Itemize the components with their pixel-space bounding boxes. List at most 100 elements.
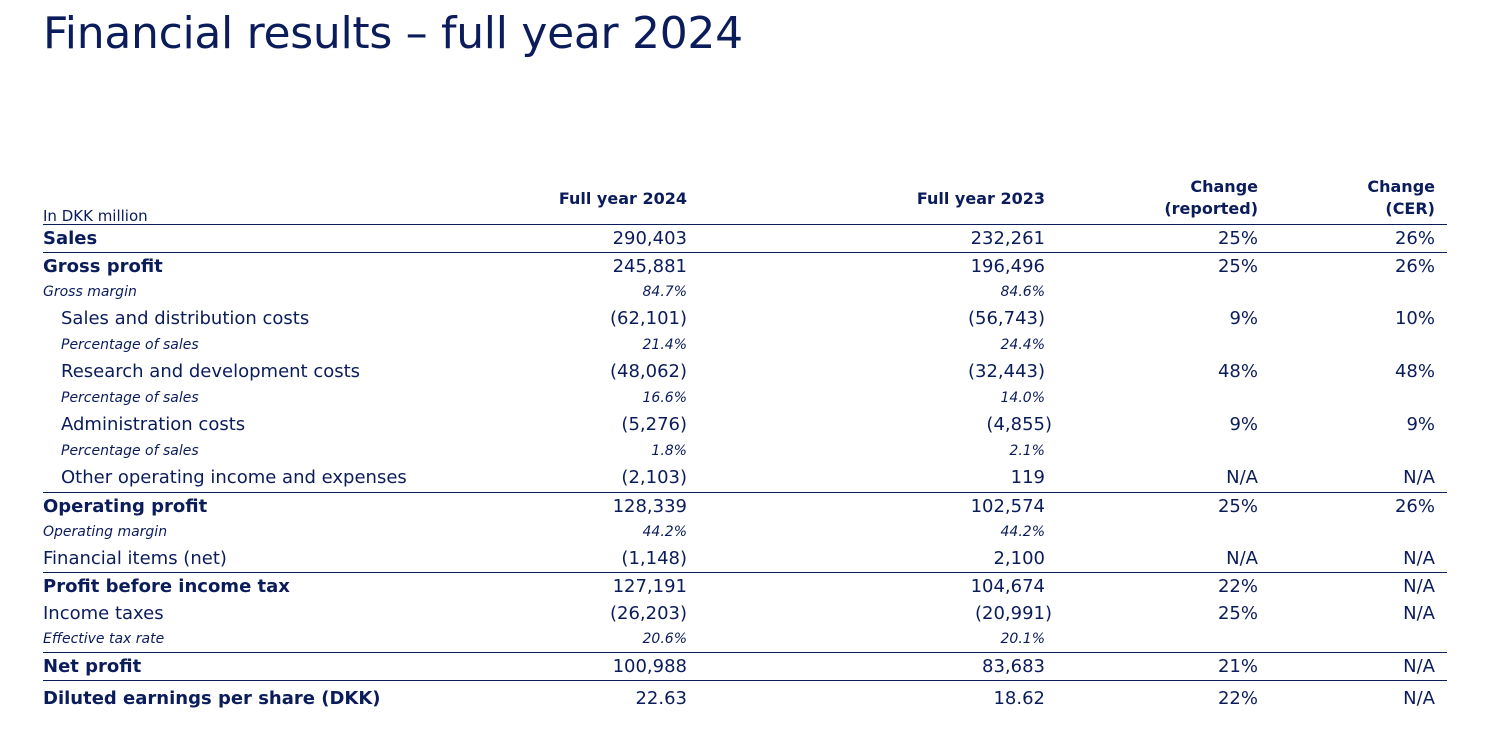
cell-fy2023: 84.6% xyxy=(1000,284,1045,300)
row-label: Operating profit xyxy=(43,496,208,517)
row-label: Sales xyxy=(43,228,98,249)
cell-fy2024: 20.6% xyxy=(642,631,687,647)
cell-change-cer: N/A xyxy=(1403,603,1435,624)
table-row-administration-costs: Administration costs (5,276) (4,855) 9% … xyxy=(43,411,1447,439)
cell-fy2024: 290,403 xyxy=(612,228,687,249)
cell-fy2023: 24.4% xyxy=(1000,337,1045,353)
cell-fy2023: 14.0% xyxy=(1000,390,1045,406)
cell-change-reported: 9% xyxy=(1229,308,1258,329)
cell-change-reported: 22% xyxy=(1217,688,1258,709)
cell-change-cer: 10% xyxy=(1394,308,1435,329)
cell-fy2023: 2,100 xyxy=(993,548,1045,569)
cell-fy2024: 22.63 xyxy=(635,688,687,709)
cell-change-reported: 25% xyxy=(1217,228,1258,249)
unit-label: In DKK million xyxy=(43,207,148,225)
row-label: Diluted earnings per share (DKK) xyxy=(43,688,381,709)
row-label: Financial items (net) xyxy=(43,548,227,569)
cell-change-cer: N/A xyxy=(1403,688,1435,709)
cell-fy2023: (56,743) xyxy=(967,308,1045,329)
cell-fy2024: (5,276) xyxy=(621,414,687,435)
cell-fy2023: 2.1% xyxy=(1009,443,1045,459)
column-header-fy2024: Full year 2024 xyxy=(558,189,687,208)
row-label: Sales and distribution costs xyxy=(61,308,310,329)
table-row-operating-profit: Operating profit 128,339 102,574 25% 26% xyxy=(43,492,1447,520)
row-label: Profit before income tax xyxy=(43,576,290,597)
cell-fy2023: 20.1% xyxy=(1000,631,1045,647)
cell-fy2024: 127,191 xyxy=(612,576,687,597)
row-label: Operating margin xyxy=(43,524,168,540)
cell-fy2024: 21.4% xyxy=(642,337,687,353)
cell-fy2023: (4,855) xyxy=(986,414,1052,435)
column-header-change-reported: Change (reported) xyxy=(1164,177,1258,218)
row-label: Net profit xyxy=(43,656,142,677)
table-row-diluted-eps: Diluted earnings per share (DKK) 22.63 1… xyxy=(43,680,1447,714)
cell-fy2023: 18.62 xyxy=(993,688,1045,709)
cell-change-cer: N/A xyxy=(1403,656,1435,677)
cell-fy2023: (20,991) xyxy=(974,603,1052,624)
cell-fy2023: 102,574 xyxy=(970,496,1045,517)
table-row-income-taxes: Income taxes (26,203) (20,991) 25% N/A xyxy=(43,600,1447,627)
table-row-sales: Sales 290,403 232,261 25% 26% xyxy=(43,225,1447,252)
cell-change-cer: 48% xyxy=(1394,361,1435,382)
cell-change-cer: 26% xyxy=(1394,256,1435,277)
cell-change-reported: 25% xyxy=(1217,496,1258,517)
cell-fy2024: 245,881 xyxy=(612,256,687,277)
row-label: Gross profit xyxy=(43,256,163,277)
cell-fy2023: 232,261 xyxy=(970,228,1045,249)
cell-fy2024: (2,103) xyxy=(621,467,687,488)
cell-change-reported: 25% xyxy=(1217,256,1258,277)
cell-change-reported: 9% xyxy=(1229,414,1258,435)
row-label: Administration costs xyxy=(61,414,246,435)
cell-change-reported: 48% xyxy=(1217,361,1258,382)
table-row-effective-tax-rate: Effective tax rate 20.6% 20.1% xyxy=(43,627,1447,652)
cell-change-cer: 26% xyxy=(1394,496,1435,517)
table-row-gross-profit: Gross profit 245,881 196,496 25% 26% xyxy=(43,252,1447,280)
row-label: Income taxes xyxy=(43,603,164,624)
cell-fy2023: 83,683 xyxy=(982,656,1045,677)
page-title: Financial results – full year 2024 xyxy=(43,8,743,59)
table-row-percentage-of-sales: Percentage of sales 21.4% 24.4% xyxy=(43,333,1447,358)
cell-fy2024: 44.2% xyxy=(642,524,687,540)
cell-change-reported: 21% xyxy=(1217,656,1258,677)
cell-fy2024: 84.7% xyxy=(642,284,687,300)
cell-change-cer: N/A xyxy=(1403,576,1435,597)
table-row-other-operating-income: Other operating income and expenses (2,1… xyxy=(43,464,1447,492)
table-header: In DKK million Full year 2024 Full year … xyxy=(43,174,1447,225)
cell-change-cer: N/A xyxy=(1403,548,1435,569)
cell-fy2024: (1,148) xyxy=(621,548,687,569)
cell-fy2023: 104,674 xyxy=(970,576,1045,597)
cell-change-reported: N/A xyxy=(1226,467,1258,488)
cell-fy2024: 100,988 xyxy=(612,656,687,677)
cell-fy2024: 1.8% xyxy=(651,443,687,459)
cell-fy2024: (48,062) xyxy=(609,361,687,382)
cell-change-cer: N/A xyxy=(1403,467,1435,488)
table-row-gross-margin: Gross margin 84.7% 84.6% xyxy=(43,280,1447,305)
financial-results-table: In DKK million Full year 2024 Full year … xyxy=(43,174,1447,714)
cell-fy2023: (32,443) xyxy=(967,361,1045,382)
row-label: Effective tax rate xyxy=(43,631,165,647)
row-label: Percentage of sales xyxy=(61,390,199,406)
cell-change-reported: N/A xyxy=(1226,548,1258,569)
column-header-change-cer: Change (CER) xyxy=(1367,177,1435,218)
cell-change-reported: 25% xyxy=(1217,603,1258,624)
cell-fy2024: 128,339 xyxy=(612,496,687,517)
column-header-fy2023: Full year 2023 xyxy=(916,189,1045,208)
cell-fy2023: 196,496 xyxy=(970,256,1045,277)
cell-change-cer: 9% xyxy=(1406,414,1435,435)
table-row-financial-items: Financial items (net) (1,148) 2,100 N/A … xyxy=(43,545,1447,572)
cell-fy2023: 44.2% xyxy=(1000,524,1045,540)
table-row-net-profit: Net profit 100,988 83,683 21% N/A xyxy=(43,652,1447,680)
cell-change-reported: 22% xyxy=(1217,576,1258,597)
row-label: Percentage of sales xyxy=(61,337,199,353)
row-label: Gross margin xyxy=(43,284,137,300)
row-label: Percentage of sales xyxy=(61,443,199,459)
cell-fy2024: (26,203) xyxy=(609,603,687,624)
row-label: Other operating income and expenses xyxy=(61,467,407,488)
table-row-profit-before-tax: Profit before income tax 127,191 104,674… xyxy=(43,572,1447,600)
cell-fy2024: (62,101) xyxy=(609,308,687,329)
cell-fy2024: 16.6% xyxy=(642,390,687,406)
table-row-percentage-of-sales: Percentage of sales 1.8% 2.1% xyxy=(43,439,1447,464)
cell-fy2023: 119 xyxy=(1010,467,1045,488)
table-row-operating-margin: Operating margin 44.2% 44.2% xyxy=(43,520,1447,545)
